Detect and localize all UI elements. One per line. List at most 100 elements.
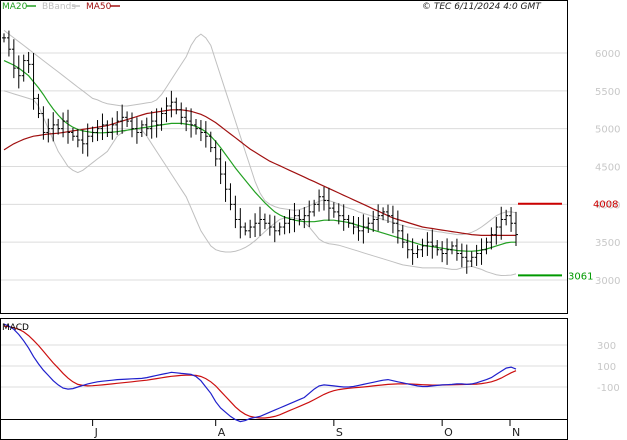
price-bar <box>459 243 464 268</box>
price-bar <box>386 204 390 223</box>
price-bar <box>415 245 420 259</box>
price-bar <box>331 202 336 218</box>
price-bar <box>307 200 312 228</box>
price-bar <box>445 238 450 265</box>
macd-title: MACD <box>2 323 29 333</box>
macd-tick-label: 100 <box>597 362 616 373</box>
price-bar <box>509 207 514 232</box>
price-bar <box>125 111 130 128</box>
price-bar <box>154 108 159 138</box>
legend-ma50-label: MA50 <box>86 2 112 12</box>
price-bar <box>450 241 454 255</box>
price-bar <box>302 207 307 229</box>
price-bar <box>469 251 474 267</box>
ma20-line <box>3 60 516 252</box>
price-bar <box>366 217 371 233</box>
price-bar <box>223 161 228 202</box>
price-bar <box>41 106 46 140</box>
price-bar <box>494 217 499 245</box>
legend-ma20-label: MA20 <box>2 2 28 12</box>
price-bar <box>184 107 189 132</box>
price-bar <box>228 183 233 211</box>
price-bar <box>105 120 110 137</box>
price-bar <box>282 215 287 235</box>
price-tick-label: 4500 <box>595 163 620 174</box>
price-tick-label: 3500 <box>595 238 620 249</box>
price-bar <box>248 219 253 239</box>
price-bar <box>95 120 100 142</box>
price-bar <box>36 93 41 119</box>
price-bar <box>66 109 70 144</box>
macd-panel-frame <box>0 318 568 420</box>
price-bar <box>474 244 479 266</box>
x-tick-label: J <box>94 426 98 439</box>
bband-lower-line <box>3 90 517 277</box>
price-bar <box>351 215 356 235</box>
price-bar <box>16 55 21 89</box>
price-bar <box>144 117 149 136</box>
price-bar <box>405 233 410 259</box>
macd-lines <box>3 323 517 423</box>
price-bar <box>376 204 381 231</box>
price-bar <box>287 209 292 234</box>
price-bar <box>100 113 105 141</box>
x-tick-label: N <box>512 426 520 439</box>
price-bar <box>179 102 184 125</box>
price-bar <box>356 217 361 241</box>
price-bar <box>479 238 484 265</box>
price-bar <box>326 187 331 221</box>
price-bar <box>499 206 504 240</box>
price-bar <box>440 241 445 263</box>
price-bar <box>336 203 341 225</box>
price-bar <box>11 39 16 79</box>
price-bar <box>218 148 223 185</box>
price-bar <box>61 112 66 138</box>
price-bar <box>484 237 489 255</box>
price-bar <box>110 117 115 140</box>
price-bar <box>504 209 509 226</box>
price-bar <box>272 215 277 243</box>
price-bar <box>51 112 56 142</box>
bbands <box>3 29 517 277</box>
price-bar <box>120 104 125 134</box>
support-level-label: 3061 <box>568 271 593 282</box>
price-bar <box>26 51 31 73</box>
price-bar <box>164 97 169 123</box>
price-bar <box>189 108 194 138</box>
y-axis-ticks: 3000 3500 4000 4500 5000 5500 6000 300 100 -100 <box>595 49 620 394</box>
price-bar <box>253 213 258 238</box>
price-bar <box>159 107 164 131</box>
price-bar <box>420 238 425 257</box>
price-bar <box>203 121 208 148</box>
price-bar <box>243 222 248 236</box>
x-tick-label: O <box>444 426 453 439</box>
price-bar <box>174 97 179 115</box>
price-tick-label: 5000 <box>595 125 620 136</box>
price-bar <box>277 222 282 236</box>
legend: MA20 BBands MA50 <box>2 2 120 12</box>
price-bar <box>292 202 297 233</box>
price-bar <box>297 209 302 226</box>
macd-signal-line <box>3 325 517 419</box>
price-bar <box>238 208 243 239</box>
price-bar <box>149 111 154 139</box>
price-bar <box>194 118 198 135</box>
price-bar <box>258 206 262 236</box>
price-bar <box>390 205 395 234</box>
macd-line <box>3 323 517 423</box>
bottom-axis-frame <box>0 419 568 440</box>
macd-tick-label: 300 <box>597 341 616 352</box>
price-bar <box>233 195 238 229</box>
price-bar <box>46 118 51 143</box>
price-bar <box>169 90 174 118</box>
price-bar <box>322 186 326 211</box>
copyright-text: © TEC 6/11/2024 4:0 GMT <box>422 2 542 12</box>
price-tick-label: 6000 <box>595 49 620 60</box>
price-bar <box>31 53 36 110</box>
price-tick-label: 3000 <box>595 276 620 287</box>
price-tick-label: 4000 <box>595 200 620 211</box>
price-bar <box>115 111 120 135</box>
price-bar <box>361 214 366 244</box>
